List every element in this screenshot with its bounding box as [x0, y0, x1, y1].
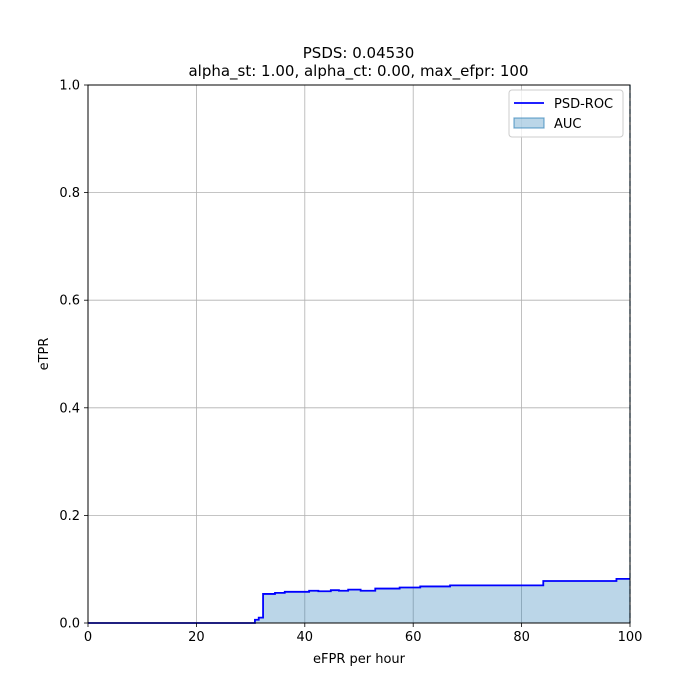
x-tick-label: 20 — [188, 630, 205, 645]
plot-frame — [87, 84, 631, 624]
x-tick-label: 80 — [513, 630, 530, 645]
x-axis-label: eFPR per hour — [313, 652, 406, 667]
y-tick-label: 0.0 — [59, 617, 80, 632]
y-tick-label: 0.4 — [59, 401, 80, 416]
x-tick-label: 60 — [405, 630, 422, 645]
legend-box — [508, 89, 624, 138]
legend: PSD-ROC AUC — [508, 89, 624, 138]
x-tick-label: 40 — [297, 630, 314, 645]
legend-auc-swatch — [513, 117, 545, 129]
x-axis-ticks: 0 20 40 60 80 100 — [84, 623, 643, 645]
x-tick-label: 0 — [84, 630, 92, 645]
roc-line-layer — [88, 577, 630, 624]
y-tick-label: 1.0 — [59, 79, 80, 94]
x-tick-label: 100 — [618, 630, 643, 645]
legend-auc-label: AUC — [554, 117, 582, 132]
y-tick-label: 0.2 — [59, 509, 80, 524]
psd-roc-line — [88, 577, 630, 624]
y-axis-label: eTPR — [37, 338, 52, 371]
grid — [87, 84, 631, 624]
y-axis-ticks: 0.0 0.2 0.4 0.6 0.8 1.0 — [59, 79, 88, 632]
legend-psd-roc-label: PSD-ROC — [554, 97, 613, 112]
y-tick-label: 0.8 — [59, 186, 80, 201]
y-tick-label: 0.6 — [59, 294, 80, 309]
auc-area — [88, 578, 630, 623]
auc-area-layer — [88, 578, 630, 623]
chart-title: PSDS: 0.04530 — [303, 44, 415, 62]
chart-subtitle: alpha_st: 1.00, alpha_ct: 0.00, max_efpr… — [188, 62, 528, 81]
